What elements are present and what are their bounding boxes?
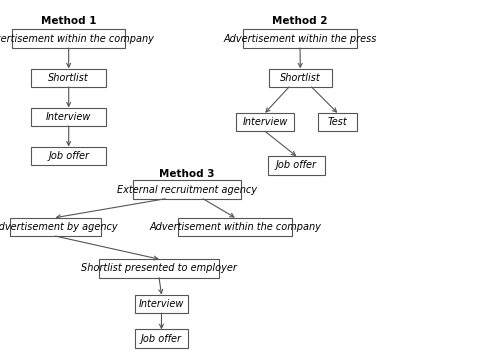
FancyBboxPatch shape: [178, 218, 292, 236]
Text: Shortlist presented to employer: Shortlist presented to employer: [81, 263, 237, 273]
FancyBboxPatch shape: [236, 113, 294, 131]
Text: Job offer: Job offer: [141, 334, 182, 344]
FancyBboxPatch shape: [243, 29, 357, 48]
Text: External recruitment agency: External recruitment agency: [117, 185, 257, 195]
FancyBboxPatch shape: [268, 156, 325, 175]
Text: Method 1: Method 1: [40, 16, 96, 26]
Text: Interview: Interview: [46, 112, 92, 122]
Text: Test: Test: [328, 117, 347, 127]
FancyBboxPatch shape: [31, 108, 106, 126]
FancyBboxPatch shape: [318, 113, 357, 131]
Text: Shortlist: Shortlist: [48, 73, 89, 83]
FancyBboxPatch shape: [269, 69, 332, 87]
Text: Advertisement within the press: Advertisement within the press: [223, 34, 377, 44]
FancyBboxPatch shape: [135, 329, 188, 348]
Text: Advertisement within the company: Advertisement within the company: [0, 34, 155, 44]
FancyBboxPatch shape: [12, 29, 125, 48]
Text: Advertisement within the company: Advertisement within the company: [149, 222, 321, 232]
Text: Job offer: Job offer: [276, 160, 317, 170]
Text: Interview: Interview: [139, 299, 184, 309]
Text: Shortlist: Shortlist: [280, 73, 321, 83]
FancyBboxPatch shape: [31, 69, 106, 87]
FancyBboxPatch shape: [135, 295, 188, 313]
Text: Job offer: Job offer: [48, 151, 89, 161]
Text: Method 3: Method 3: [159, 169, 215, 179]
FancyBboxPatch shape: [133, 180, 241, 199]
Text: Advertisement by agency: Advertisement by agency: [0, 222, 118, 232]
FancyBboxPatch shape: [10, 218, 101, 236]
Text: Interview: Interview: [242, 117, 288, 127]
FancyBboxPatch shape: [31, 147, 106, 165]
FancyBboxPatch shape: [99, 259, 219, 278]
Text: Method 2: Method 2: [272, 16, 328, 26]
